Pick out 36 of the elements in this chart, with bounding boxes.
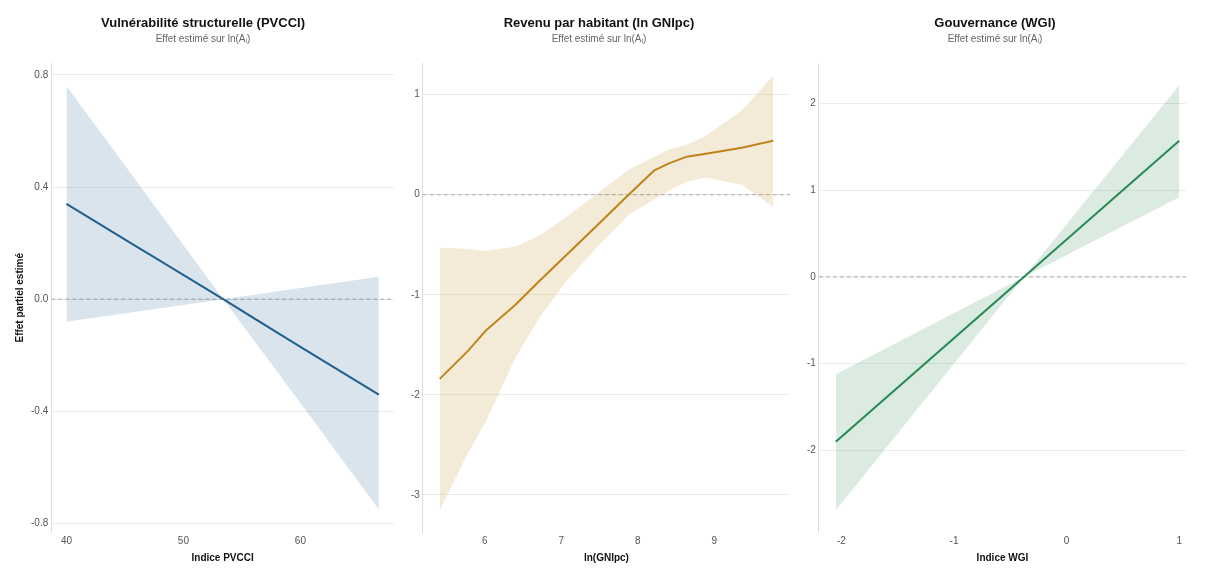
y-tick-label: -1 xyxy=(806,357,817,369)
chart-subtitle: Effet estimé sur ln(Aᵢ) xyxy=(155,33,251,45)
y-tick-label: 0 xyxy=(414,188,421,200)
x-tick-label: 7 xyxy=(558,534,565,546)
y-tick-label: -2 xyxy=(806,444,817,456)
x-axis-title: Indice PVCCI xyxy=(191,551,254,563)
x-tick-label: -1 xyxy=(949,534,959,546)
x-axis-title: ln(GNIpc) xyxy=(583,551,629,563)
chart-subtitle: Effet estimé sur ln(Aᵢ) xyxy=(551,33,647,45)
chart-subtitle: Effet estimé sur ln(Aᵢ) xyxy=(947,33,1043,45)
chart-title: Gouvernance (WGI) xyxy=(934,15,1056,31)
y-tick-label: 2 xyxy=(810,97,817,109)
y-tick-label: -0.4 xyxy=(31,405,49,417)
x-tick-label: 0 xyxy=(1063,534,1070,546)
y-tick-label: 0.4 xyxy=(34,180,49,192)
y-tick-label: 1 xyxy=(414,88,421,100)
x-tick-label: -2 xyxy=(836,534,847,546)
x-axis-title: Indice WGI xyxy=(976,551,1029,563)
y-tick-label: -1 xyxy=(410,288,421,300)
chart-title: Vulnérabilité structurelle (PVCCI) xyxy=(101,15,305,31)
x-tick-label: 50 xyxy=(177,534,190,546)
x-tick-label: 6 xyxy=(482,534,489,546)
x-tick-label: 9 xyxy=(711,534,718,546)
y-tick-label: -0.8 xyxy=(31,517,49,529)
x-tick-label: 1 xyxy=(1176,534,1183,546)
x-tick-label: 40 xyxy=(60,534,73,546)
x-tick-label: 8 xyxy=(635,534,642,546)
y-axis-title: Effet partiel estimé xyxy=(13,252,25,343)
y-tick-label: -3 xyxy=(410,488,421,500)
chart-title: Revenu par habitant (ln GNIpc) xyxy=(503,15,695,31)
x-tick-label: 60 xyxy=(294,534,307,546)
y-tick-label: 1 xyxy=(810,183,817,195)
y-tick-label: 0.0 xyxy=(34,292,49,304)
y-tick-label: 0.8 xyxy=(34,68,49,80)
y-tick-label: 0 xyxy=(810,270,817,282)
y-tick-label: -2 xyxy=(410,388,421,400)
